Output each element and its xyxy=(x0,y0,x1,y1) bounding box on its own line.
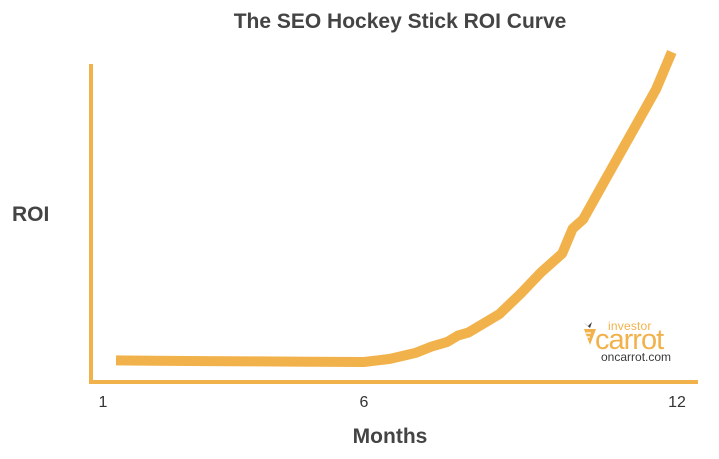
x-axis-label: Months xyxy=(352,425,428,448)
carrot-icon xyxy=(583,322,596,345)
investor-carrot-logo: investor carrot oncarrot.com xyxy=(580,318,690,366)
chart-title: The SEO Hockey Stick ROI Curve xyxy=(233,10,567,33)
y-axis-label: ROI xyxy=(12,203,50,226)
x-tick-label-6: 6 xyxy=(359,394,369,411)
logo-url-text: oncarrot.com xyxy=(601,350,672,364)
x-tick-label-12: 12 xyxy=(668,394,686,411)
logo-carrot-text: carrot xyxy=(595,324,664,356)
logo-investor-text: investor xyxy=(608,319,652,333)
roi-series-line xyxy=(115,50,677,367)
x-tick-label-1: 1 xyxy=(98,394,108,411)
